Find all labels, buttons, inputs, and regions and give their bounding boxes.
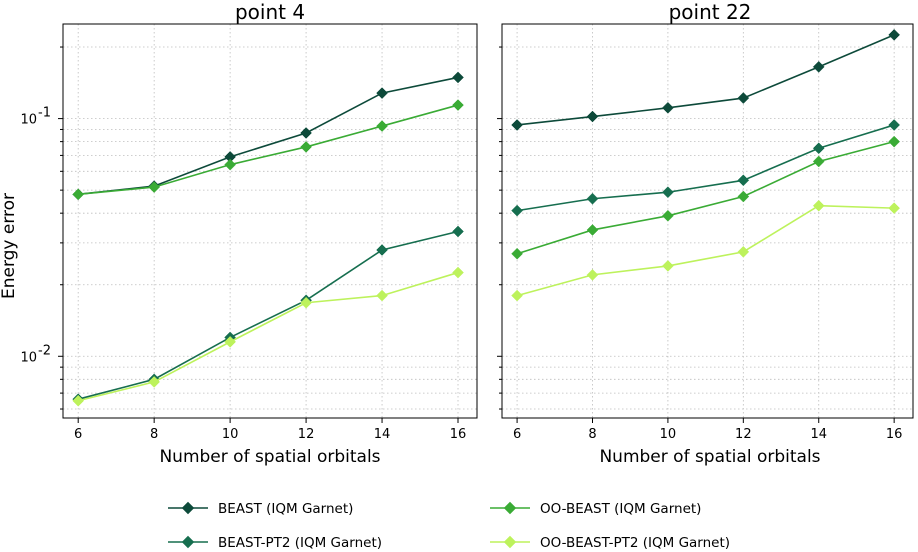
series-line xyxy=(516,34,895,126)
series-line xyxy=(77,230,459,400)
x-tick-label: 10 xyxy=(660,427,677,442)
data-point xyxy=(662,209,674,222)
legend-entry: BEAST (IQM Garnet) xyxy=(168,501,353,517)
data-point xyxy=(737,246,750,258)
data-point xyxy=(511,247,523,260)
series xyxy=(511,199,901,302)
y-tick-label: 10 xyxy=(20,350,37,365)
data-point xyxy=(888,135,901,148)
data-point xyxy=(224,336,236,348)
data-point xyxy=(737,92,750,104)
legend-entry: BEAST-PT2 (IQM Garnet) xyxy=(168,535,382,551)
data-point xyxy=(812,199,825,212)
data-point xyxy=(376,244,388,256)
panel-title: point 22 xyxy=(669,0,752,24)
data-point xyxy=(376,87,388,99)
data-point xyxy=(888,202,901,214)
legend-label: OO-BEAST (IQM Garnet) xyxy=(540,501,701,517)
series xyxy=(511,119,901,217)
data-point xyxy=(511,119,523,131)
series xyxy=(72,225,464,406)
data-point xyxy=(662,101,674,114)
x-tick-label: 14 xyxy=(374,427,391,442)
legend-label: BEAST-PT2 (IQM Garnet) xyxy=(218,535,382,551)
x-tick-label: 6 xyxy=(74,427,82,442)
series xyxy=(72,71,464,201)
data-point xyxy=(300,141,312,153)
data-point xyxy=(224,158,236,171)
x-tick-label: 8 xyxy=(150,427,158,442)
data-point xyxy=(452,71,464,84)
x-tick-label: 14 xyxy=(810,427,827,442)
data-point xyxy=(812,155,825,168)
data-point xyxy=(662,260,674,272)
data-point xyxy=(376,289,388,302)
data-point xyxy=(300,127,312,139)
axes-frame xyxy=(62,23,478,419)
x-tick-label: 16 xyxy=(886,427,903,442)
legend-label: OO-BEAST-PT2 (IQM Garnet) xyxy=(540,535,730,551)
data-point xyxy=(586,224,599,236)
x-axis-label: Number of spatial orbitals xyxy=(599,447,820,467)
data-point xyxy=(662,186,674,199)
data-point xyxy=(737,174,750,187)
series-line xyxy=(78,76,459,196)
series xyxy=(511,29,901,131)
data-point xyxy=(586,192,599,205)
data-point xyxy=(148,376,161,388)
series-line xyxy=(516,140,895,255)
data-point xyxy=(888,29,901,41)
x-axis-label: Number of spatial orbitals xyxy=(159,447,380,467)
data-point xyxy=(72,188,85,201)
x-tick-label: 8 xyxy=(588,427,596,442)
x-tick-label: 16 xyxy=(450,427,467,442)
panel-point-22: point 22 Number of spatial orbitals 6 8 10… xyxy=(497,0,914,467)
series-line xyxy=(516,204,895,297)
x-tick-label: 12 xyxy=(735,427,752,442)
panel-title: point 4 xyxy=(235,0,305,24)
legend-label: BEAST (IQM Garnet) xyxy=(218,501,353,517)
data-point xyxy=(452,266,464,279)
legend-marker xyxy=(503,535,517,549)
data-point xyxy=(586,110,599,123)
data-point xyxy=(511,289,523,302)
grid xyxy=(497,24,913,418)
series xyxy=(72,99,464,201)
y-tick-label: 10 xyxy=(20,113,37,128)
data-point xyxy=(888,119,901,131)
data-point xyxy=(452,99,464,111)
data-point xyxy=(586,269,599,281)
y-tick-exponent: -1 xyxy=(38,106,51,121)
y-axis-label: Energy error xyxy=(0,193,19,299)
data-point xyxy=(376,120,388,132)
x-tick-label: 12 xyxy=(298,427,315,442)
legend-entry: OO-BEAST (IQM Garnet) xyxy=(490,501,701,517)
data-point xyxy=(511,204,523,217)
legend: BEAST (IQM Garnet) OO-BEAST (IQM Garnet) B… xyxy=(168,501,730,551)
series-line xyxy=(78,104,459,196)
series xyxy=(72,266,464,407)
axes-frame xyxy=(501,23,914,419)
data-point xyxy=(452,225,464,238)
legend-marker xyxy=(181,501,195,515)
data-point xyxy=(72,394,85,407)
data-point xyxy=(737,190,750,203)
x-tick-label: 10 xyxy=(222,427,239,442)
data-point xyxy=(148,181,161,193)
grid xyxy=(58,24,477,418)
x-tick-label: 6 xyxy=(513,427,521,442)
series xyxy=(511,135,901,260)
series-line xyxy=(78,271,459,402)
legend-entry: OO-BEAST-PT2 (IQM Garnet) xyxy=(490,535,730,551)
data-point xyxy=(812,142,825,155)
data-point xyxy=(812,61,825,73)
legend-marker xyxy=(503,501,517,515)
data-point xyxy=(300,296,312,309)
series-line xyxy=(516,124,895,212)
panel-point-4: point 4 Energy error Number of spatial o… xyxy=(0,0,478,467)
y-tick-exponent: -2 xyxy=(38,343,51,358)
legend-marker xyxy=(181,535,195,549)
